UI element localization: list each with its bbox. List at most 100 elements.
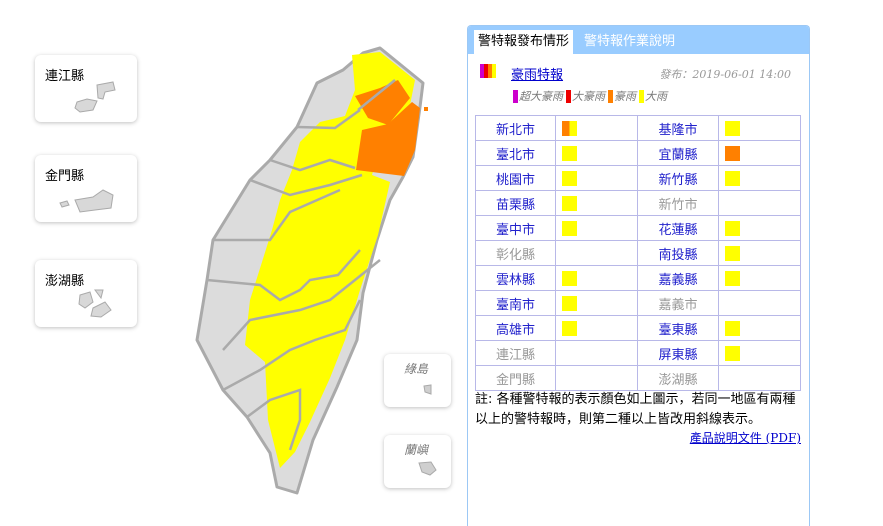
county-warning-color [717, 140, 802, 166]
county-name: 新竹市 [637, 190, 719, 216]
county-name: 彰化縣 [474, 240, 557, 266]
product-doc-pdf-link[interactable]: 產品說明文件 (PDF) [689, 431, 801, 445]
table-row: 雲林縣 嘉義縣 [474, 265, 802, 291]
table-row: 新北市 基隆市 [474, 115, 802, 141]
county-name[interactable]: 雲林縣 [474, 265, 557, 291]
county-name[interactable]: 臺中市 [474, 215, 557, 241]
county-name[interactable]: 新北市 [474, 115, 557, 141]
county-name[interactable]: 高雄市 [474, 315, 557, 341]
county-name[interactable]: 屏東縣 [637, 340, 719, 366]
county-warning-color [555, 340, 639, 366]
county-warning-color [717, 315, 802, 341]
table-row: 高雄市 臺東縣 [474, 315, 802, 341]
warning-swatch [724, 145, 740, 161]
island-label: 澎湖縣 [45, 274, 85, 289]
legend-item: 大雨 [639, 88, 667, 104]
green-island-map-icon [423, 384, 432, 395]
county-warning-color [555, 165, 639, 191]
heavy-rain-warning-link[interactable]: 豪雨特報 [511, 68, 564, 83]
legend-swatch [608, 89, 613, 103]
table-row: 金門縣 澎湖縣 [474, 365, 802, 391]
county-name[interactable]: 苗栗縣 [474, 190, 557, 216]
legend-label: 大豪雨 [572, 90, 605, 103]
island-label: 蘭嶼 [404, 443, 429, 457]
table-row: 連江縣 屏東縣 [474, 340, 802, 366]
warning-swatch [562, 295, 578, 311]
kinmen-map-icon [59, 189, 114, 213]
county-warning-color [555, 190, 639, 216]
legend-item: 超大豪雨 [513, 88, 563, 104]
county-warning-color [717, 365, 802, 391]
island-card-penghu[interactable]: 澎湖縣 [35, 260, 137, 327]
legend-swatch [566, 89, 571, 103]
issued-time: 發布：2019-06-01 14:00 [659, 68, 791, 81]
warning-swatch [724, 170, 740, 186]
county-name[interactable]: 新竹縣 [637, 165, 719, 191]
county-warning-color [555, 140, 639, 166]
county-warning-color [717, 215, 802, 241]
legend-item: 大豪雨 [566, 88, 605, 104]
county-warning-color [717, 190, 802, 216]
torrential-rain-yilan [356, 102, 420, 176]
county-name[interactable]: 臺北市 [474, 140, 557, 166]
county-warning-color [555, 240, 639, 266]
county-name[interactable]: 嘉義縣 [637, 265, 719, 291]
warning-swatch [724, 245, 740, 261]
warning-swatch [562, 320, 578, 336]
island-label: 綠島 [404, 362, 429, 376]
county-warning-color [717, 115, 802, 141]
county-warning-color [717, 265, 802, 291]
warning-swatch [562, 270, 578, 286]
warning-swatch [562, 145, 578, 161]
rain-warning-icon [480, 64, 496, 78]
tab-warning-explanation[interactable]: 警特報作業說明 [584, 34, 676, 49]
county-name: 嘉義市 [637, 290, 719, 316]
table-row: 苗栗縣 新竹市 [474, 190, 802, 216]
county-name: 連江縣 [474, 340, 557, 366]
island-label: 金門縣 [45, 169, 85, 184]
county-name[interactable]: 臺東縣 [637, 315, 719, 341]
county-warning-color [555, 215, 639, 241]
island-card-kinmen[interactable]: 金門縣 [35, 155, 137, 222]
county-warning-color [555, 290, 639, 316]
legend-label: 豪雨 [614, 90, 636, 103]
county-name[interactable]: 南投縣 [637, 240, 719, 266]
county-name[interactable]: 花蓮縣 [637, 215, 719, 241]
table-row: 桃園市 新竹縣 [474, 165, 802, 191]
warning-swatch [724, 220, 740, 236]
county-warning-color [717, 290, 802, 316]
orchid-island-map-icon [418, 461, 437, 476]
island-card-orchid-island[interactable]: 蘭嶼 [384, 435, 451, 488]
legend-label: 大雨 [645, 90, 667, 103]
tab-warning-status[interactable]: 警特報發布情形 [474, 30, 574, 54]
county-warning-color [555, 265, 639, 291]
island-label: 連江縣 [45, 69, 85, 84]
legend-label: 超大豪雨 [519, 90, 563, 103]
torrential-rain-new-taipei [355, 80, 410, 125]
warning-panel: 警特報發布情形 警特報作業說明 豪雨特報 發布：2019-06-01 14:00… [467, 25, 810, 526]
warning-swatch [562, 170, 578, 186]
table-row: 彰化縣 南投縣 [474, 240, 802, 266]
table-row: 臺北市 宜蘭縣 [474, 140, 802, 166]
warning-swatch [724, 120, 740, 136]
county-warning-color [717, 165, 802, 191]
county-warning-color [717, 340, 802, 366]
county-name[interactable]: 臺南市 [474, 290, 557, 316]
warning-swatch [724, 320, 740, 336]
county-name: 金門縣 [474, 365, 557, 391]
county-name[interactable]: 宜蘭縣 [637, 140, 719, 166]
lienchiang-map-icon [74, 81, 116, 113]
island-card-lienchiang[interactable]: 連江縣 [35, 55, 137, 122]
county-name[interactable]: 基隆市 [637, 115, 719, 141]
county-name: 澎湖縣 [637, 365, 719, 391]
island-card-green-island[interactable]: 綠島 [384, 354, 451, 407]
note-text: 註: 各種警特報的表示顏色如上圖示，若同一地區有兩種以上的警特報時，則第二種以上… [475, 392, 796, 427]
county-warning-color [555, 115, 639, 141]
legend-item: 豪雨 [608, 88, 636, 104]
legend-swatch [639, 89, 644, 103]
county-name[interactable]: 桃園市 [474, 165, 557, 191]
table-row: 臺南市 嘉義市 [474, 290, 802, 316]
county-warning-color [717, 240, 802, 266]
warning-swatch [724, 270, 740, 286]
